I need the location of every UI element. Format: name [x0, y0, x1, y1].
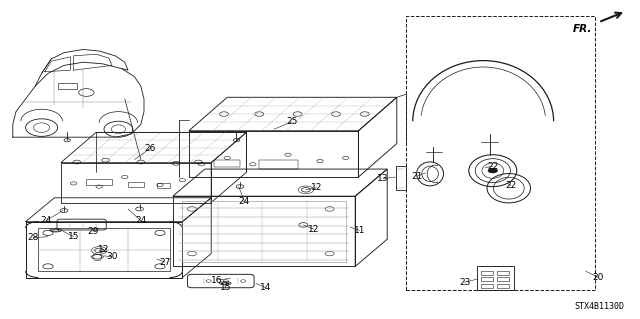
Text: 30: 30 [106, 252, 118, 261]
Text: 16: 16 [211, 276, 222, 285]
Bar [214, 160, 240, 167]
Text: 24: 24 [239, 197, 250, 206]
Bar [497, 271, 509, 275]
Bar [86, 179, 112, 185]
Text: 11: 11 [354, 226, 365, 235]
Text: 15: 15 [220, 283, 231, 292]
Text: 24: 24 [135, 216, 147, 225]
Text: 14: 14 [260, 283, 271, 292]
Bar [396, 166, 406, 190]
Text: 28: 28 [28, 233, 39, 242]
Bar [481, 271, 493, 275]
Bar [58, 83, 77, 89]
Circle shape [488, 168, 498, 173]
Bar [481, 284, 493, 288]
Text: 27: 27 [159, 258, 171, 267]
Text: 29: 29 [87, 227, 99, 236]
Text: 24: 24 [40, 216, 52, 225]
Text: 23: 23 [459, 278, 470, 287]
Text: 12: 12 [308, 225, 319, 234]
Text: 13: 13 [377, 174, 388, 183]
Text: FR.: FR. [573, 24, 592, 34]
Bar [406, 16, 595, 290]
Text: 21: 21 [412, 172, 423, 181]
Bar [481, 277, 493, 281]
Bar [477, 266, 514, 290]
Bar [259, 160, 298, 169]
Text: 22: 22 [505, 181, 516, 190]
Text: 26: 26 [145, 144, 156, 153]
Bar [497, 277, 509, 281]
Bar [497, 284, 509, 288]
Bar [182, 201, 346, 262]
Bar [157, 183, 170, 188]
Text: 15: 15 [68, 232, 79, 241]
Text: STX4B1130D: STX4B1130D [574, 302, 624, 311]
Text: 12: 12 [98, 245, 109, 254]
Text: 22: 22 [487, 162, 499, 171]
Text: 25: 25 [286, 117, 298, 126]
Text: 20: 20 [593, 273, 604, 282]
Bar [128, 182, 144, 187]
Text: 12: 12 [311, 183, 323, 192]
